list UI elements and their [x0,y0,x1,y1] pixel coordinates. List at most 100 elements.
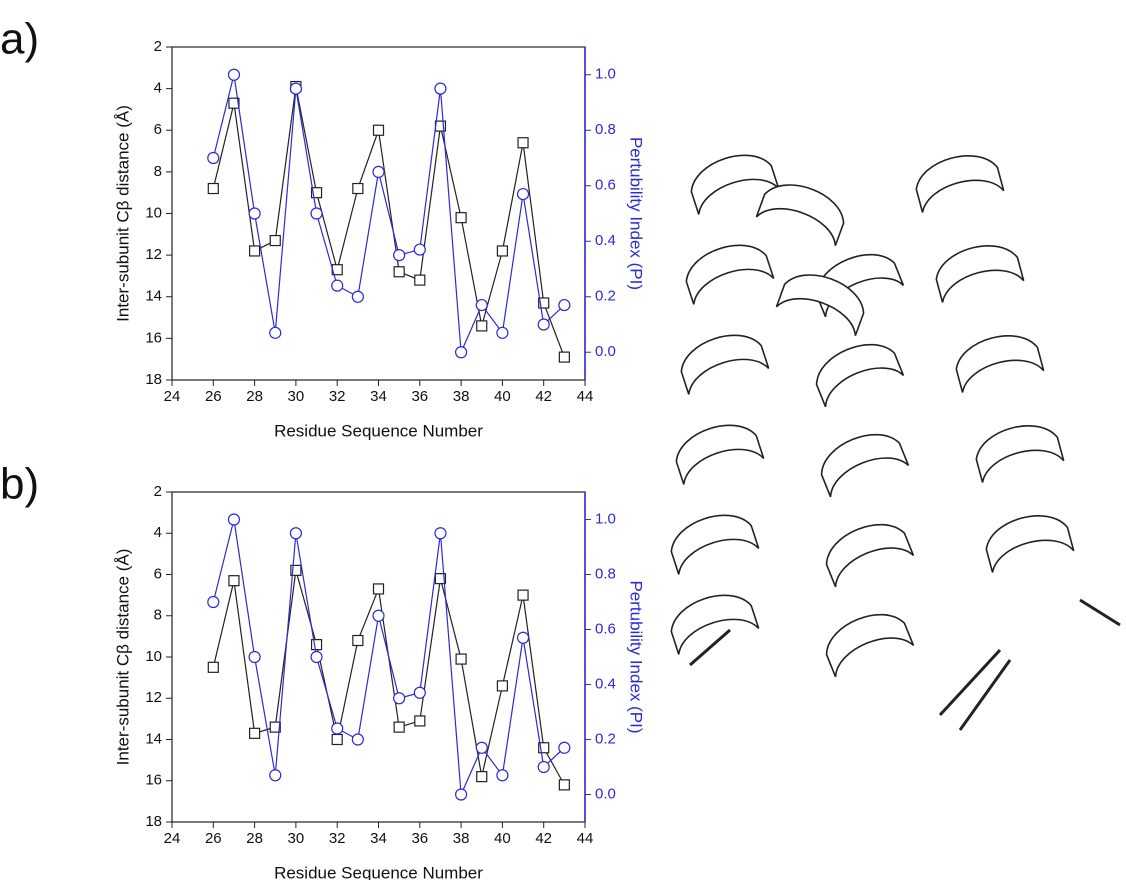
marker [289,82,302,95]
marker [558,298,571,312]
marker [455,212,467,224]
marker [558,779,570,791]
marker [434,82,447,95]
y2-tick-label: 0.8 [595,121,616,138]
marker [269,721,281,733]
y-tick-label: 6 [154,565,162,582]
marker [207,151,220,165]
marker [434,573,447,585]
y2-tick-label: 0.6 [595,620,616,637]
marker [455,653,467,665]
y-tick-label: 16 [145,329,162,346]
y-tick-label: 12 [145,246,162,263]
marker [351,733,364,746]
y-tick-label: 2 [154,483,162,500]
y-tick-label: 8 [154,163,162,180]
y-tick-label: 14 [145,288,162,305]
x-tick-label: 30 [288,388,305,405]
marker [393,721,405,733]
plot-frame [171,491,586,823]
x-tick-label: 28 [246,830,263,847]
marker [331,733,343,746]
marker [537,760,550,774]
marker [228,575,240,587]
marker [434,527,447,540]
x-tick-label: 26 [205,388,222,405]
marker [372,583,385,595]
x-tick-label: 24 [164,388,181,405]
marker [496,769,509,782]
x-tick-label: 36 [411,830,428,847]
y-tick-label: 18 [145,813,162,830]
marker [207,661,219,673]
marker [372,609,385,622]
y2-axis-label: Pertubility Index (PI) [627,580,646,733]
x-tick-label: 32 [329,830,346,847]
y-tick-label: 10 [145,648,162,665]
marker [269,326,282,339]
series-line [212,570,565,786]
x-tick-label: 30 [288,830,305,847]
x-axis-label: Residue Sequence Number [274,421,483,440]
marker [538,742,550,754]
panel-label: b) [0,460,39,509]
marker [351,290,364,303]
y-tick-label: 4 [154,80,162,97]
marker [248,207,261,220]
y2-tick-label: 0.4 [595,675,616,692]
marker [393,266,405,278]
marker [558,351,570,363]
x-tick-label: 28 [246,388,263,405]
panel-label: a) [0,15,39,64]
marker [476,771,488,783]
x-tick-label: 44 [577,388,594,405]
y2-tick-label: 0.0 [595,785,616,802]
y-axis-label: Inter-subunit Cβ distance (Å) [113,105,132,322]
x-tick-label: 38 [453,388,470,405]
y-tick-label: 12 [145,689,162,706]
y-tick-label: 14 [145,730,162,747]
marker [414,715,426,727]
marker [269,769,282,782]
y2-tick-label: 0.8 [595,565,616,582]
y2-tick-label: 1.0 [595,510,616,527]
marker [538,297,550,309]
marker [331,279,344,292]
marker [496,680,508,692]
y-tick-label: 18 [145,371,162,388]
marker [455,788,468,801]
marker [413,243,426,256]
series-line [212,86,565,358]
marker [516,631,530,644]
marker [249,245,261,257]
y2-tick-label: 1.0 [595,66,616,83]
series-line [212,519,565,795]
x-tick-label: 40 [494,830,511,847]
marker [352,634,364,647]
marker [372,165,385,178]
marker [207,595,220,609]
marker [496,245,508,257]
marker [249,727,261,739]
y-tick-label: 8 [154,607,162,624]
y-tick-label: 2 [154,38,162,55]
marker [248,650,261,664]
x-tick-label: 26 [205,830,222,847]
y-tick-label: 10 [145,204,162,221]
x-tick-label: 38 [453,830,470,847]
marker [496,326,509,339]
marker [558,741,571,754]
x-tick-label: 44 [577,830,594,847]
y-tick-label: 16 [145,772,162,789]
series-line [212,74,565,353]
x-tick-label: 40 [494,388,511,405]
x-tick-label: 24 [164,830,181,847]
y-axis-label: Inter-subunit Cβ distance (Å) [113,549,132,766]
y-tick-label: 4 [154,524,162,541]
marker [516,187,530,201]
marker [393,249,406,262]
marker [475,298,488,312]
x-axis-label: Residue Sequence Number [274,863,483,880]
x-tick-label: 34 [370,830,387,847]
